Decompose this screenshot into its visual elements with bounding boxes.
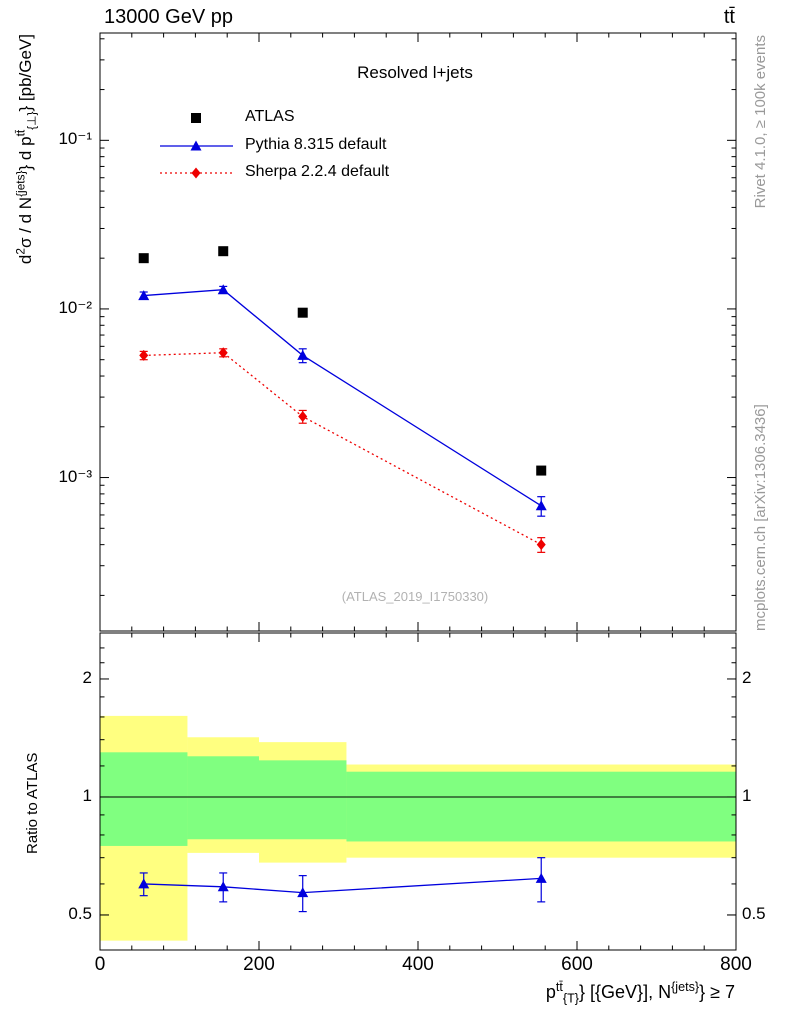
main-y-axis-label: d2σ / d N{jets}} d ptt̄{⊥}} [pb/GeV] xyxy=(13,34,39,265)
green-uncertainty-band xyxy=(100,752,188,846)
data-point-triangle xyxy=(297,349,309,360)
ratio-point-triangle xyxy=(535,872,547,883)
data-point-square xyxy=(138,253,149,264)
legend-marker-glyph xyxy=(191,113,201,123)
mcplots-arxiv-watermark: mcplots.cern.ch [arXiv:1306.3436] xyxy=(752,404,769,631)
ratio-y-tick-label-left: 2 xyxy=(82,667,92,687)
data-point-square xyxy=(297,307,308,318)
data-point-diamond xyxy=(139,349,149,361)
ratio-series-pythia xyxy=(138,857,547,913)
series-atlas xyxy=(138,246,547,476)
main-y-tick-label: 10⁻¹ xyxy=(58,129,92,149)
x-axis-label: ptt̄{T}} [{GeV}], N{jets}} ≥ 7 xyxy=(545,980,735,1006)
x-tick-label: 600 xyxy=(561,954,593,975)
legend-marker-glyph xyxy=(190,140,202,151)
ratio-uncertainty-bands xyxy=(100,715,736,941)
ratio-y-tick-label-left: 1 xyxy=(82,785,92,805)
legend-marker-diamond xyxy=(160,167,233,179)
green-uncertainty-band xyxy=(187,756,259,840)
ratio-point-triangle xyxy=(297,887,309,898)
legend-marker-triangle xyxy=(160,140,233,151)
series-pythia xyxy=(138,284,547,517)
main-y-tick-label: 10⁻³ xyxy=(58,466,92,486)
data-point-triangle xyxy=(138,290,150,301)
process-label: tt̄ xyxy=(723,6,735,28)
x-tick-label: 0 xyxy=(94,954,106,975)
x-tick-label: 200 xyxy=(243,954,275,975)
rivet-version-watermark: Rivet 4.1.0, ≥ 100k events xyxy=(752,35,769,209)
green-uncertainty-band xyxy=(346,771,736,842)
ratio-point-triangle xyxy=(217,881,229,892)
legend-marker-glyph xyxy=(191,167,201,179)
legend-marker-square xyxy=(191,113,201,123)
data-point-diamond xyxy=(218,347,228,359)
legend-label-1: Pythia 8.315 default xyxy=(245,136,387,153)
ratio-point-triangle xyxy=(138,878,150,889)
axis-ticks xyxy=(99,33,737,950)
green-uncertainty-band xyxy=(259,760,347,840)
plot-title: Resolved l+jets xyxy=(357,63,473,82)
data-point-triangle xyxy=(217,284,229,295)
ratio-y-tick-label-right: 2 xyxy=(742,667,752,687)
data-point-diamond xyxy=(536,539,546,551)
series-sherpa xyxy=(139,347,546,553)
main-y-tick-label: 10⁻² xyxy=(58,297,92,317)
ratio-y-tick-label-left: 0.5 xyxy=(68,903,92,923)
data-point-square xyxy=(218,246,229,257)
analysis-id-watermark: (ATLAS_2019_I1750330) xyxy=(341,589,489,604)
ratio-y-tick-label-right: 0.5 xyxy=(742,903,766,923)
data-point-triangle xyxy=(535,500,547,511)
data-point-square xyxy=(536,465,547,476)
x-tick-label: 400 xyxy=(402,954,434,975)
ratio-y-tick-label-right: 1 xyxy=(742,785,752,805)
legend-label-2: Sherpa 2.2.4 default xyxy=(245,163,390,180)
x-tick-label: 800 xyxy=(720,954,752,975)
data-point-diamond xyxy=(298,411,308,423)
beam-energy-label: 13000 GeV pp xyxy=(104,6,233,28)
legend-label-0: ATLAS xyxy=(245,108,295,125)
